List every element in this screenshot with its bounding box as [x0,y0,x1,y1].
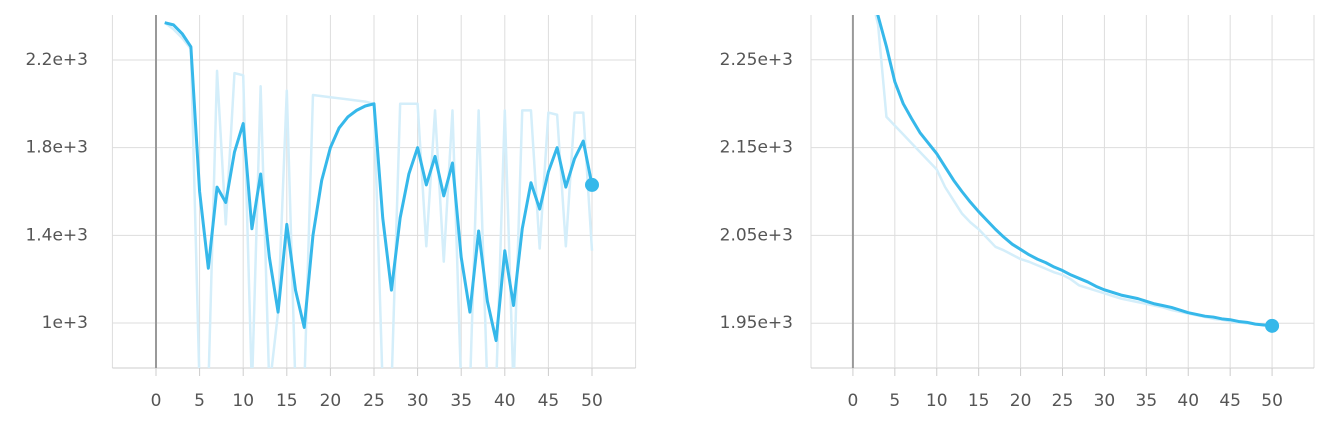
x-tick-label: 0 [848,391,859,411]
line [874,15,1273,328]
x-tick-label: 15 [968,391,990,411]
end-point [585,177,599,192]
x-tick-label: 30 [407,391,429,411]
x-tick-label: 20 [320,391,342,411]
x-tick-label: 50 [1261,391,1283,411]
x-tick-label: 10 [926,391,948,411]
line [163,21,594,368]
plot [874,15,1273,328]
line [164,21,594,343]
x-tick-label: 20 [1010,391,1032,411]
y-tick-label: 2.2e+3 [25,50,88,70]
x-tick-label: 25 [363,391,385,411]
y-tick-label: 1.8e+3 [25,138,88,158]
x-tick-label: 5 [889,391,900,411]
y-tick-label: 1.95e+3 [720,313,793,333]
y-tick-label: 2.15e+3 [720,138,793,158]
y-tick-label: 1.4e+3 [25,225,88,245]
x-tick-label: 35 [1136,391,1158,411]
x-tick-label: 30 [1094,391,1116,411]
x-tick-label: 45 [538,391,560,411]
plot [163,21,594,368]
x-tick-label: 50 [581,391,603,411]
chart: 1.95e+3 2.05e+3 2.15e+3 2.25e+3 0 5 10 15 20 25 30… [720,15,1315,411]
y-tick-label: 2.25e+3 [720,50,793,70]
x-tick-label: 0 [151,391,162,411]
x-tick-label: 45 [1219,391,1241,411]
end-point [1265,318,1280,333]
x-tick-label: 10 [232,391,254,411]
y-tick-label: 1e+3 [42,313,88,333]
x-tick-label: 25 [1052,391,1074,411]
x-tick-label: 40 [494,391,516,411]
x-tick-label: 5 [194,391,205,411]
x-tick-label: 40 [1177,391,1199,411]
chart: 1e+3 1.4e+3 1.8e+3 2.2e+3 0 5 10 15 20 25 30 35 40 45… [25,15,637,411]
y-tick-label: 2.05e+3 [720,225,793,245]
line [876,15,1273,328]
x-tick-label: 15 [276,391,298,411]
x-tick-label: 35 [450,391,472,411]
